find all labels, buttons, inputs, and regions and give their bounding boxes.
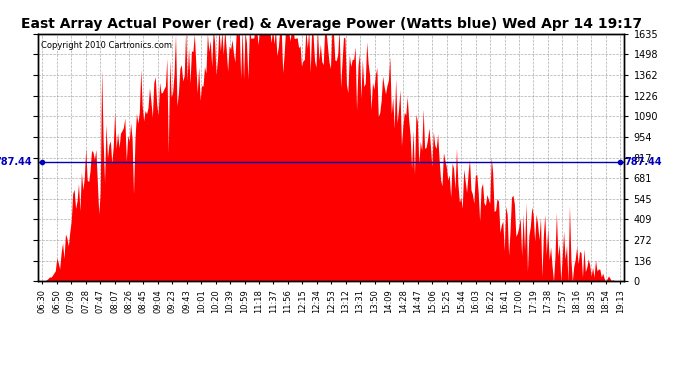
Title: East Array Actual Power (red) & Average Power (Watts blue) Wed Apr 14 19:17: East Array Actual Power (red) & Average … xyxy=(21,17,642,31)
Text: 787.44: 787.44 xyxy=(0,157,32,167)
Text: Copyright 2010 Cartronics.com: Copyright 2010 Cartronics.com xyxy=(41,41,172,50)
Text: 787.44: 787.44 xyxy=(624,157,662,167)
